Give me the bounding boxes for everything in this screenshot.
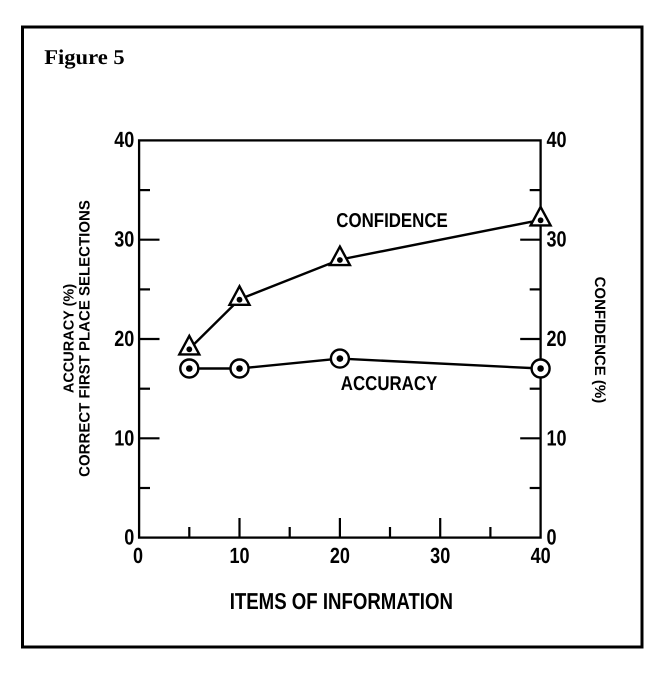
svg-text:ITEMS OF INFORMATION: ITEMS OF INFORMATION xyxy=(230,588,453,614)
svg-text:Figure 5: Figure 5 xyxy=(44,45,124,69)
svg-text:ACCURACY (%): ACCURACY (%) xyxy=(62,284,78,393)
svg-text:ACCURACY: ACCURACY xyxy=(341,373,438,395)
svg-text:20: 20 xyxy=(330,543,350,568)
svg-text:CONFIDENCE (%): CONFIDENCE (%) xyxy=(591,277,608,404)
svg-text:40: 40 xyxy=(114,127,134,152)
svg-text:0: 0 xyxy=(547,525,557,550)
svg-text:10: 10 xyxy=(229,543,249,568)
svg-text:CORRECT FIRST PLACE SELECTIONS: CORRECT FIRST PLACE SELECTIONS xyxy=(77,200,94,477)
svg-text:30: 30 xyxy=(430,543,450,568)
svg-text:0: 0 xyxy=(124,525,134,550)
svg-text:40: 40 xyxy=(547,127,567,152)
svg-text:20: 20 xyxy=(547,326,567,351)
svg-text:CONFIDENCE: CONFIDENCE xyxy=(336,210,447,232)
svg-text:0: 0 xyxy=(133,543,143,568)
svg-text:10: 10 xyxy=(114,425,134,450)
svg-text:10: 10 xyxy=(547,425,567,450)
svg-text:40: 40 xyxy=(531,543,551,568)
svg-text:30: 30 xyxy=(547,227,567,252)
svg-text:30: 30 xyxy=(114,227,134,252)
svg-text:20: 20 xyxy=(114,326,134,351)
